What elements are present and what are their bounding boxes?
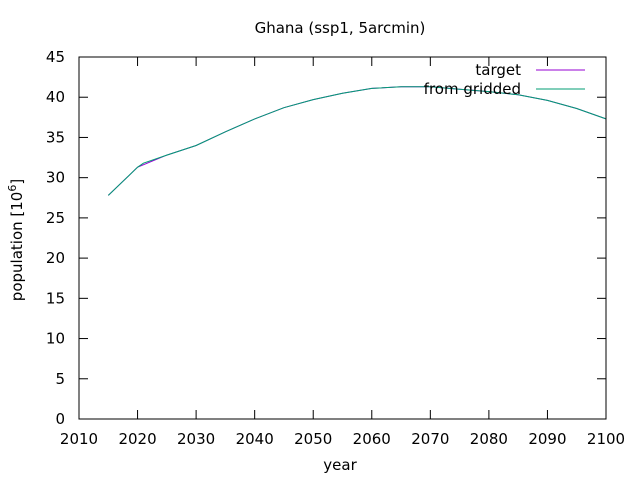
x-tick-label: 2050 bbox=[294, 430, 332, 448]
legend-label-0: target bbox=[475, 61, 521, 79]
y-tick-label: 0 bbox=[55, 410, 65, 428]
x-axis-title: year bbox=[323, 456, 357, 474]
x-tick-label: 2030 bbox=[177, 430, 215, 448]
series-line-1 bbox=[107, 86, 607, 196]
y-tick-label: 30 bbox=[46, 169, 65, 187]
series-layer bbox=[107, 86, 607, 196]
x-tick-label: 2090 bbox=[528, 430, 566, 448]
x-axis-ticks: 2010 2020 2030 2040 2050 2060 2070 2080 2090 2100 bbox=[60, 57, 625, 448]
x-tick-label: 2080 bbox=[470, 430, 508, 448]
x-tick-label: 2040 bbox=[236, 430, 274, 448]
y-axis-title-suffix: ] bbox=[8, 179, 26, 185]
x-tick-label: 2060 bbox=[353, 430, 391, 448]
plot-frame bbox=[78, 56, 607, 420]
y-tick-label: 45 bbox=[46, 48, 65, 66]
x-tick-label: 2010 bbox=[60, 430, 98, 448]
chart-title: Ghana (ssp1, 5arcmin) bbox=[255, 19, 426, 37]
x-tick-label: 2100 bbox=[587, 430, 625, 448]
y-tick-label: 15 bbox=[46, 289, 65, 307]
series-line-0 bbox=[107, 86, 607, 196]
y-axis-ticks: 0 5 10 15 20 25 30 35 40 45 bbox=[46, 48, 606, 428]
y-axis-title-main: population [10 bbox=[8, 192, 26, 302]
y-axis-title-exponent: 6 bbox=[6, 185, 19, 192]
y-tick-label: 35 bbox=[46, 128, 65, 146]
legend-label-1: from gridded bbox=[424, 80, 521, 98]
y-tick-label: 10 bbox=[46, 330, 65, 348]
y-tick-label: 5 bbox=[55, 370, 65, 388]
y-tick-label: 40 bbox=[46, 88, 65, 106]
y-axis-title: population [106] bbox=[6, 179, 26, 301]
x-tick-label: 2070 bbox=[411, 430, 449, 448]
y-tick-label: 25 bbox=[46, 209, 65, 227]
y-tick-label: 20 bbox=[46, 249, 65, 267]
x-tick-label: 2020 bbox=[118, 430, 156, 448]
